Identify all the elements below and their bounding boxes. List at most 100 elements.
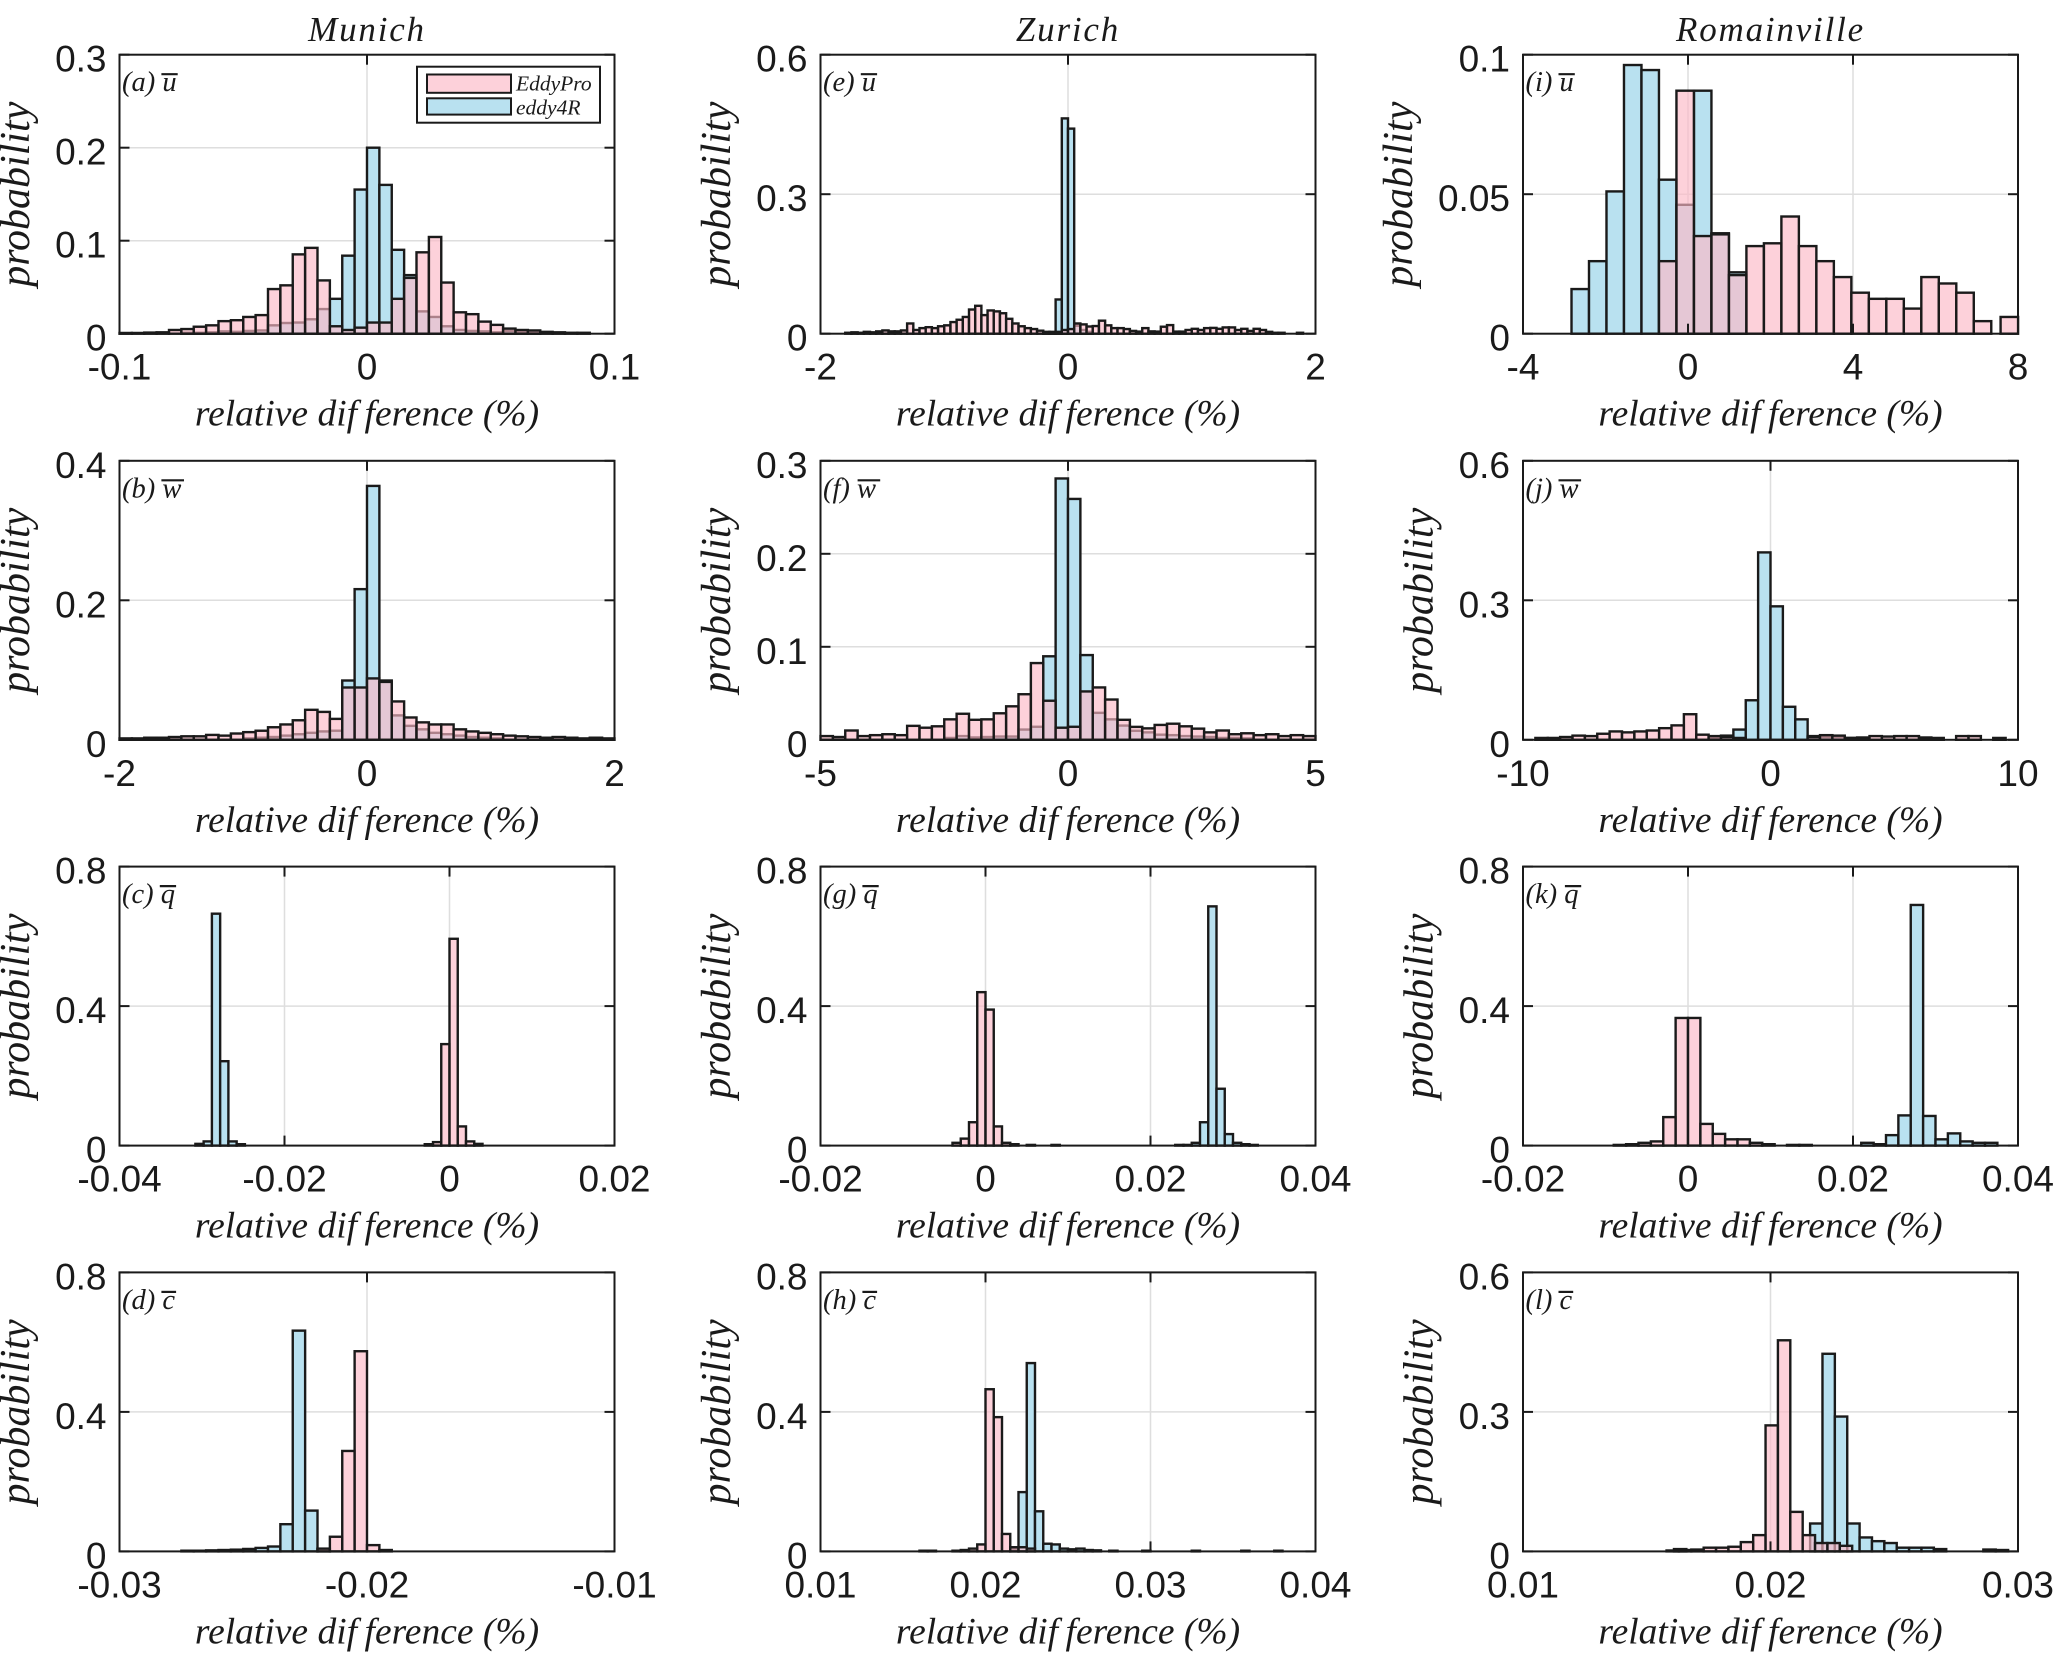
svg-text:0.04: 0.04: [1279, 1159, 1351, 1200]
svg-text:relative dif ference (%): relative dif ference (%): [1598, 394, 1942, 435]
svg-text:probability: probability: [0, 1319, 39, 1507]
svg-text:0.2: 0.2: [55, 132, 106, 173]
svg-text:0.05: 0.05: [1438, 178, 1510, 219]
svg-text:0.02: 0.02: [1734, 1564, 1806, 1605]
svg-text:relative dif ference (%): relative dif ference (%): [195, 1206, 539, 1247]
svg-text:probability: probability: [0, 507, 39, 695]
svg-text:0.3: 0.3: [756, 445, 807, 486]
svg-text:0: 0: [86, 1535, 107, 1576]
svg-text:0: 0: [1489, 724, 1510, 765]
svg-text:0.02: 0.02: [949, 1564, 1021, 1605]
svg-text:0.02: 0.02: [1114, 1159, 1186, 1200]
svg-text:(l) c: (l) c: [1526, 1285, 1573, 1316]
svg-text:(e) u: (e) u: [823, 67, 876, 98]
svg-text:relative dif ference (%): relative dif ference (%): [195, 1611, 539, 1652]
svg-text:0.4: 0.4: [756, 1396, 807, 1437]
svg-text:probability: probability: [694, 1319, 740, 1507]
svg-text:(j) w: (j) w: [1526, 473, 1579, 504]
svg-text:-0.04: -0.04: [77, 1159, 161, 1200]
svg-text:0.2: 0.2: [55, 584, 106, 625]
svg-text:probability: probability: [694, 507, 740, 695]
svg-text:0: 0: [86, 724, 107, 765]
svg-text:0.01: 0.01: [784, 1564, 856, 1605]
svg-text:0: 0: [1058, 347, 1079, 388]
svg-text:(c) q: (c) q: [122, 879, 175, 910]
svg-text:Romainville: Romainville: [1675, 10, 1865, 49]
svg-text:0.3: 0.3: [1459, 584, 1510, 625]
svg-text:0.4: 0.4: [55, 1396, 106, 1437]
svg-text:5: 5: [1305, 753, 1326, 794]
svg-text:relative dif ference (%): relative dif ference (%): [1598, 800, 1942, 841]
svg-text:relative dif ference (%): relative dif ference (%): [195, 394, 539, 435]
svg-text:-0.03: -0.03: [77, 1564, 161, 1605]
svg-text:-0.01: -0.01: [572, 1564, 656, 1605]
svg-text:0: 0: [1678, 347, 1699, 388]
svg-text:0: 0: [787, 724, 808, 765]
svg-text:0.3: 0.3: [1459, 1396, 1510, 1437]
svg-text:0.6: 0.6: [1459, 1256, 1510, 1297]
svg-text:0: 0: [1760, 753, 1781, 794]
svg-text:probability: probability: [0, 913, 39, 1101]
svg-text:(h) c: (h) c: [823, 1285, 876, 1316]
svg-text:0.3: 0.3: [756, 178, 807, 219]
svg-text:0.8: 0.8: [756, 851, 807, 892]
svg-text:(f) w: (f) w: [823, 473, 876, 504]
svg-text:(k) q: (k) q: [1526, 879, 1579, 910]
svg-text:2: 2: [1305, 347, 1326, 388]
svg-text:(b) w: (b) w: [122, 473, 181, 504]
svg-text:0: 0: [1489, 318, 1510, 359]
svg-text:-0.02: -0.02: [1481, 1159, 1565, 1200]
svg-text:Munich: Munich: [307, 10, 426, 49]
svg-text:(g) q: (g) q: [823, 879, 878, 910]
svg-text:0.8: 0.8: [55, 1256, 106, 1297]
svg-text:0: 0: [1489, 1535, 1510, 1576]
svg-text:-2: -2: [103, 753, 136, 794]
svg-text:probability: probability: [1397, 507, 1443, 695]
svg-text:relative dif ference (%): relative dif ference (%): [896, 1206, 1240, 1247]
svg-text:-0.02: -0.02: [778, 1159, 862, 1200]
svg-text:relative dif ference (%): relative dif ference (%): [896, 1611, 1240, 1652]
svg-text:0: 0: [1678, 1159, 1699, 1200]
svg-text:relative dif ference (%): relative dif ference (%): [896, 800, 1240, 841]
svg-text:0.04: 0.04: [1279, 1564, 1351, 1605]
svg-text:relative dif ference (%): relative dif ference (%): [195, 800, 539, 841]
svg-text:0.6: 0.6: [756, 39, 807, 80]
svg-text:0.04: 0.04: [1982, 1159, 2054, 1200]
svg-text:0: 0: [439, 1159, 460, 1200]
svg-text:relative dif ference (%): relative dif ference (%): [1598, 1206, 1942, 1247]
svg-text:(a) u: (a) u: [122, 67, 177, 98]
svg-text:relative dif ference (%): relative dif ference (%): [1598, 1611, 1942, 1652]
svg-text:0.01: 0.01: [1487, 1564, 1559, 1605]
svg-text:Zurich: Zurich: [1016, 10, 1120, 49]
svg-text:probability: probability: [0, 101, 39, 289]
svg-text:-0.02: -0.02: [325, 1564, 409, 1605]
svg-text:-2: -2: [804, 347, 837, 388]
svg-text:0.2: 0.2: [756, 538, 807, 579]
svg-text:8: 8: [2008, 347, 2029, 388]
svg-text:0.4: 0.4: [1459, 990, 1510, 1031]
svg-text:0: 0: [1489, 1130, 1510, 1171]
svg-text:0: 0: [787, 1535, 808, 1576]
svg-text:(d) c: (d) c: [122, 1285, 175, 1316]
svg-text:probability: probability: [1397, 1319, 1443, 1507]
svg-text:0.1: 0.1: [756, 631, 807, 672]
svg-text:0.8: 0.8: [55, 851, 106, 892]
svg-text:eddy4R: eddy4R: [516, 96, 580, 120]
svg-text:0.1: 0.1: [1459, 39, 1510, 80]
svg-text:10: 10: [1997, 753, 2038, 794]
svg-text:EddyPro: EddyPro: [515, 72, 592, 96]
svg-text:probability: probability: [1397, 913, 1443, 1101]
svg-text:-10: -10: [1496, 753, 1549, 794]
svg-text:0: 0: [787, 1130, 808, 1171]
svg-text:0.03: 0.03: [1114, 1564, 1186, 1605]
svg-text:-0.02: -0.02: [242, 1159, 326, 1200]
svg-text:0.8: 0.8: [756, 1256, 807, 1297]
svg-text:0.1: 0.1: [55, 225, 106, 266]
svg-text:(i) u: (i) u: [1526, 67, 1574, 98]
svg-text:0.3: 0.3: [55, 39, 106, 80]
svg-text:relative dif ference (%): relative dif ference (%): [896, 394, 1240, 435]
svg-text:0.4: 0.4: [756, 990, 807, 1031]
svg-text:-0.1: -0.1: [88, 347, 152, 388]
svg-text:0.4: 0.4: [55, 445, 106, 486]
svg-text:probability: probability: [694, 101, 740, 289]
